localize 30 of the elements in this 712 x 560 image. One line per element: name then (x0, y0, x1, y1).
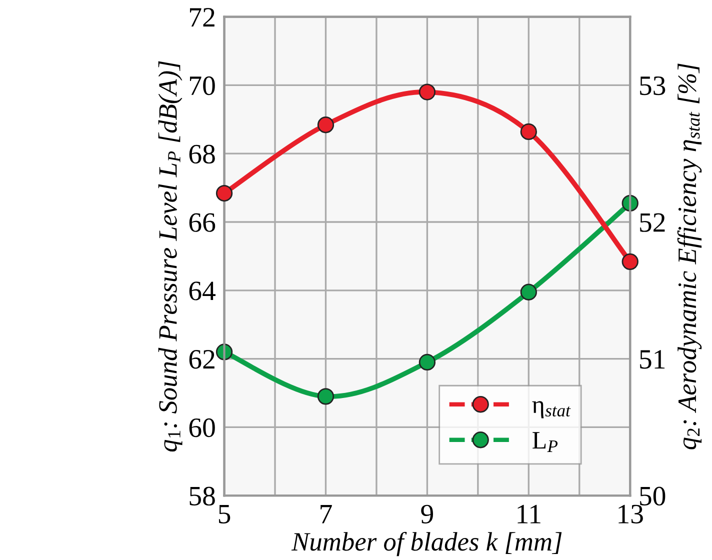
y-axis-title: q$_{1}$: Sound Pressure Level L$_{P}$ [dB(A)] (158, 61, 182, 452)
y2-tick-label: 50 (640, 486, 666, 506)
y2-axis-title: q$_{2}$: Aerodynamic Efficiency η$_{stat}$ [%] (677, 64, 702, 450)
point (418, 84, 436, 100)
y-tick-label: 70 (190, 76, 215, 96)
legend-label: L$_{P}$ (532, 432, 558, 452)
y-tick-label: 58 (190, 486, 215, 506)
point (520, 123, 537, 140)
x-tick-label: 5 (218, 505, 230, 524)
x-axis-title: Number of blades k [mm] (291, 532, 562, 556)
legend-label: η$_{stat}$ (532, 401, 571, 418)
x-tick-label: 9 (421, 504, 434, 524)
point (317, 116, 334, 134)
x-tick-label: 13 (618, 504, 643, 524)
point (317, 388, 334, 405)
y-tick-label: 72 (190, 8, 214, 26)
y-tick-label: 62 (189, 350, 214, 369)
y-tick-label: 60 (189, 418, 215, 438)
point (216, 184, 233, 202)
point (622, 253, 638, 270)
x-tick-label: 11 (518, 504, 540, 524)
y-tick-label: 68 (189, 144, 215, 164)
x-tick-label: 7 (320, 505, 332, 524)
point (520, 284, 537, 300)
y-tick-label: 64 (189, 282, 216, 300)
y2-tick-label: 52 (640, 213, 665, 232)
y2-tick-label: 51 (640, 350, 665, 369)
y2-tick-label: 53 (640, 76, 666, 96)
y-tick-label: 66 (189, 213, 216, 232)
point (418, 354, 436, 371)
